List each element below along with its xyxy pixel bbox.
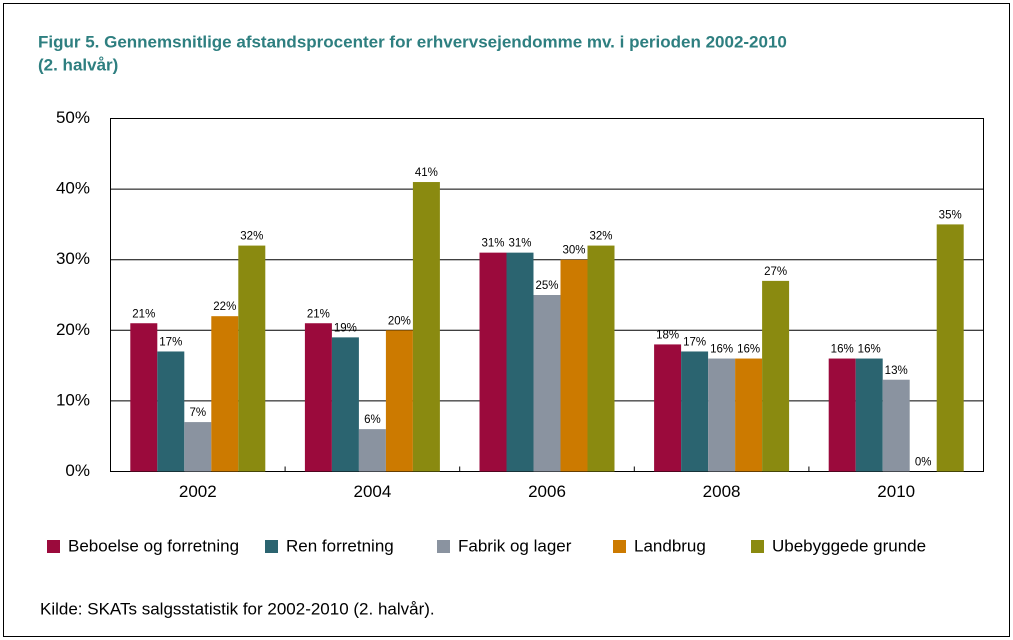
bar — [157, 351, 185, 472]
bar — [735, 358, 763, 472]
bar — [506, 252, 534, 472]
data-label: 22% — [213, 301, 236, 313]
data-label: 31% — [481, 238, 504, 250]
data-label: 20% — [388, 315, 411, 327]
bar — [762, 280, 790, 472]
data-label: 30% — [562, 245, 585, 257]
x-tick-label: 2002 — [179, 482, 217, 501]
bar — [560, 259, 588, 472]
bar — [587, 245, 615, 472]
data-label: 16% — [858, 344, 881, 356]
data-label: 21% — [307, 308, 330, 320]
legend-swatch — [437, 540, 450, 553]
data-label: 25% — [535, 280, 558, 292]
legend-swatch — [47, 540, 60, 553]
bar — [130, 323, 158, 472]
legend-label: Beboelse og forretning — [68, 536, 239, 555]
data-label: 16% — [737, 344, 760, 356]
y-tick-label: 30% — [56, 249, 90, 268]
bar — [358, 429, 386, 472]
bar — [412, 182, 440, 472]
data-label: 17% — [683, 337, 706, 349]
bar — [708, 358, 736, 472]
legend-label: Ren forretning — [286, 536, 394, 555]
legend-swatch — [751, 540, 764, 553]
bar — [855, 358, 883, 472]
bar — [304, 323, 332, 472]
x-tick-label: 2004 — [353, 482, 391, 501]
y-tick-label: 0% — [65, 461, 90, 480]
y-tick-label: 10% — [56, 390, 90, 409]
data-label: 41% — [415, 167, 438, 179]
x-tick-label: 2010 — [877, 482, 915, 501]
bar — [211, 316, 239, 472]
data-label: 16% — [710, 344, 733, 356]
data-label: 0% — [915, 457, 932, 469]
bar — [331, 337, 359, 472]
data-label: 35% — [939, 209, 962, 221]
chart-title: (2. halvår) — [38, 55, 118, 74]
data-label: 32% — [589, 231, 612, 243]
chart-title: Figur 5. Gennemsnitlige afstandsprocente… — [38, 32, 787, 51]
y-tick-label: 20% — [56, 320, 90, 339]
data-label: 19% — [334, 322, 357, 334]
data-label: 16% — [831, 344, 854, 356]
legend-label: Ubebyggede grunde — [772, 536, 926, 555]
x-tick-label: 2008 — [703, 482, 741, 501]
data-label: 32% — [240, 231, 263, 243]
data-label: 27% — [764, 266, 787, 278]
legend-label: Landbrug — [634, 536, 706, 555]
bar — [936, 224, 964, 472]
data-label: 18% — [656, 329, 679, 341]
bar — [828, 358, 856, 472]
bar — [238, 245, 266, 472]
bar — [681, 351, 709, 472]
bar — [184, 422, 212, 472]
legend-label: Fabrik og lager — [458, 536, 572, 555]
data-label: 21% — [132, 308, 155, 320]
bar — [385, 330, 413, 472]
data-label: 17% — [159, 337, 182, 349]
bar — [479, 252, 507, 472]
bar — [533, 295, 561, 472]
data-label: 6% — [364, 414, 381, 426]
bar — [654, 344, 682, 472]
y-tick-label: 50% — [56, 108, 90, 127]
data-label: 7% — [189, 407, 206, 419]
data-label: 13% — [885, 365, 908, 377]
y-tick-label: 40% — [56, 179, 90, 198]
legend-swatch — [265, 540, 278, 553]
source-note: Kilde: SKATs salgsstatistik for 2002-201… — [40, 599, 435, 618]
data-label: 31% — [508, 238, 531, 250]
legend-swatch — [613, 540, 626, 553]
x-tick-label: 2006 — [528, 482, 566, 501]
bar — [882, 379, 910, 472]
